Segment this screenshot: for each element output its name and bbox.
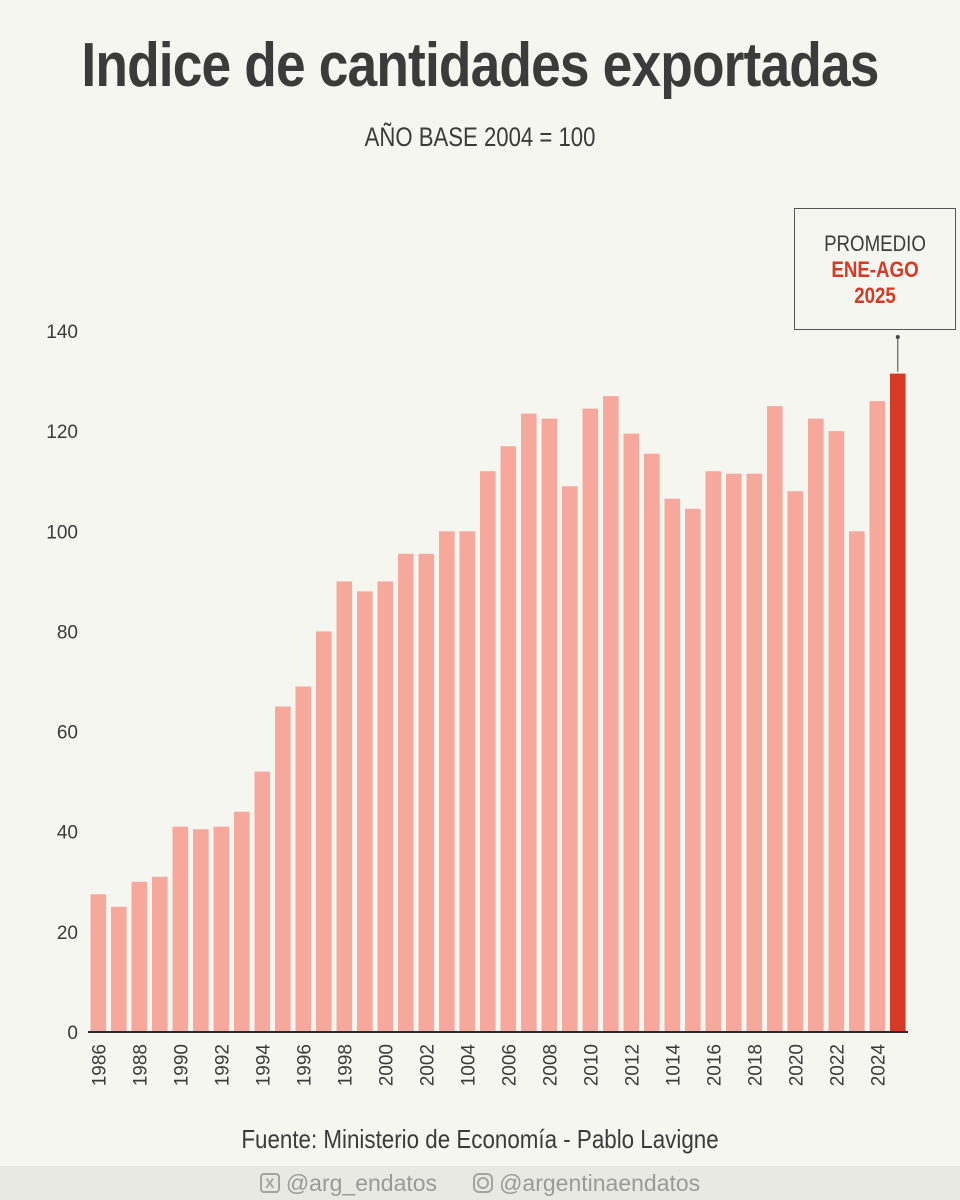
x-tick-label: 1996 bbox=[294, 1044, 315, 1086]
bar bbox=[213, 826, 230, 1032]
bar bbox=[746, 473, 763, 1032]
x-tick-label: 1998 bbox=[335, 1044, 356, 1086]
bar bbox=[726, 473, 742, 1032]
bar bbox=[275, 706, 291, 1032]
bar bbox=[644, 453, 660, 1032]
x-tick-label: 2020 bbox=[786, 1044, 807, 1086]
bar bbox=[234, 811, 250, 1032]
bar bbox=[869, 401, 886, 1033]
bar bbox=[849, 531, 865, 1032]
x-tick-label: 2022 bbox=[827, 1044, 848, 1086]
bar bbox=[131, 881, 148, 1032]
y-tick-label: 100 bbox=[46, 522, 78, 543]
y-tick-label: 140 bbox=[46, 322, 78, 343]
annotation-box: PROMEDIO ENE-AGO 2025 bbox=[794, 208, 956, 330]
instagram-icon bbox=[473, 1173, 494, 1193]
x-handle: @arg_endatos bbox=[285, 1169, 438, 1196]
bar bbox=[828, 431, 845, 1033]
bar-chart: 0 20 40 60 80 100 120 140 1986 1988 1990 1992 1994 19… bbox=[46, 322, 908, 1087]
annotation-dot bbox=[895, 335, 900, 339]
bar bbox=[562, 486, 578, 1032]
annotation-line-1: PROMEDIO bbox=[824, 231, 926, 256]
page-title: Indice de cantidades exportadas bbox=[81, 31, 879, 100]
bar bbox=[193, 829, 209, 1032]
y-tick-label: 120 bbox=[46, 422, 78, 443]
y-tick-label: 20 bbox=[57, 923, 78, 944]
bar bbox=[377, 581, 394, 1032]
x-tick-label: 1992 bbox=[212, 1044, 233, 1086]
x-tick-label: 2012 bbox=[622, 1044, 643, 1086]
bar bbox=[521, 413, 537, 1033]
bar bbox=[705, 471, 722, 1032]
bar bbox=[808, 418, 824, 1033]
x-logo-icon: X bbox=[259, 1173, 280, 1193]
instagram-handle: @argentinaendatos bbox=[499, 1169, 701, 1196]
bar bbox=[787, 491, 804, 1032]
bar bbox=[172, 826, 189, 1032]
bar bbox=[111, 906, 127, 1032]
bar bbox=[685, 508, 701, 1032]
annotation-line-3: 2025 bbox=[854, 283, 896, 308]
chart-subtitle: AÑO BASE 2004 = 100 bbox=[364, 122, 596, 152]
y-tick-label: 40 bbox=[57, 823, 78, 844]
x-tick-label: 1994 bbox=[253, 1044, 274, 1087]
x-tick-label: 2010 bbox=[581, 1044, 602, 1086]
y-tick-label: 0 bbox=[67, 1023, 78, 1044]
bar bbox=[316, 631, 332, 1032]
bar bbox=[541, 418, 558, 1033]
bar bbox=[603, 396, 619, 1033]
bar bbox=[254, 771, 271, 1032]
annotation-line-2: ENE-AGO bbox=[831, 257, 919, 282]
source-note: Fuente: Ministerio de Economía - Pablo L… bbox=[241, 1124, 719, 1154]
bar bbox=[767, 406, 783, 1033]
bar bbox=[398, 553, 414, 1032]
x-tick-label: 2002 bbox=[417, 1044, 438, 1086]
bar bbox=[418, 553, 435, 1032]
bar bbox=[152, 876, 168, 1032]
x-tick-label: 1988 bbox=[130, 1044, 151, 1086]
bar bbox=[295, 686, 312, 1032]
bar bbox=[357, 591, 373, 1032]
bar bbox=[623, 433, 640, 1033]
x-tick-label: 2006 bbox=[499, 1044, 520, 1086]
bar bbox=[500, 446, 517, 1032]
y-tick-label: 60 bbox=[57, 723, 78, 744]
bar bbox=[459, 531, 476, 1032]
x-tick-label: 1014 bbox=[663, 1044, 684, 1087]
bar bbox=[480, 471, 496, 1032]
bar bbox=[90, 894, 107, 1032]
bar-highlight bbox=[890, 373, 906, 1033]
footer-bar: X @arg_endatos @argentinaendatos bbox=[0, 1166, 960, 1200]
x-tick-label: 1990 bbox=[171, 1044, 192, 1086]
instagram-handle-link[interactable]: @argentinaendatos bbox=[473, 1170, 700, 1197]
x-tick-label: 2018 bbox=[745, 1044, 766, 1086]
y-tick-label: 80 bbox=[57, 622, 78, 643]
bar bbox=[582, 408, 599, 1033]
x-tick-label: 2024 bbox=[868, 1044, 889, 1087]
x-tick-label: 2016 bbox=[704, 1044, 725, 1086]
bar bbox=[664, 498, 681, 1032]
x-handle-link[interactable]: X @arg_endatos bbox=[259, 1169, 438, 1197]
bar bbox=[336, 581, 353, 1032]
x-tick-label: 1004 bbox=[458, 1044, 479, 1087]
bar bbox=[439, 531, 455, 1032]
x-tick-label: 2008 bbox=[540, 1044, 561, 1086]
x-tick-label: 1986 bbox=[89, 1044, 110, 1086]
x-tick-label: 2000 bbox=[376, 1044, 397, 1086]
